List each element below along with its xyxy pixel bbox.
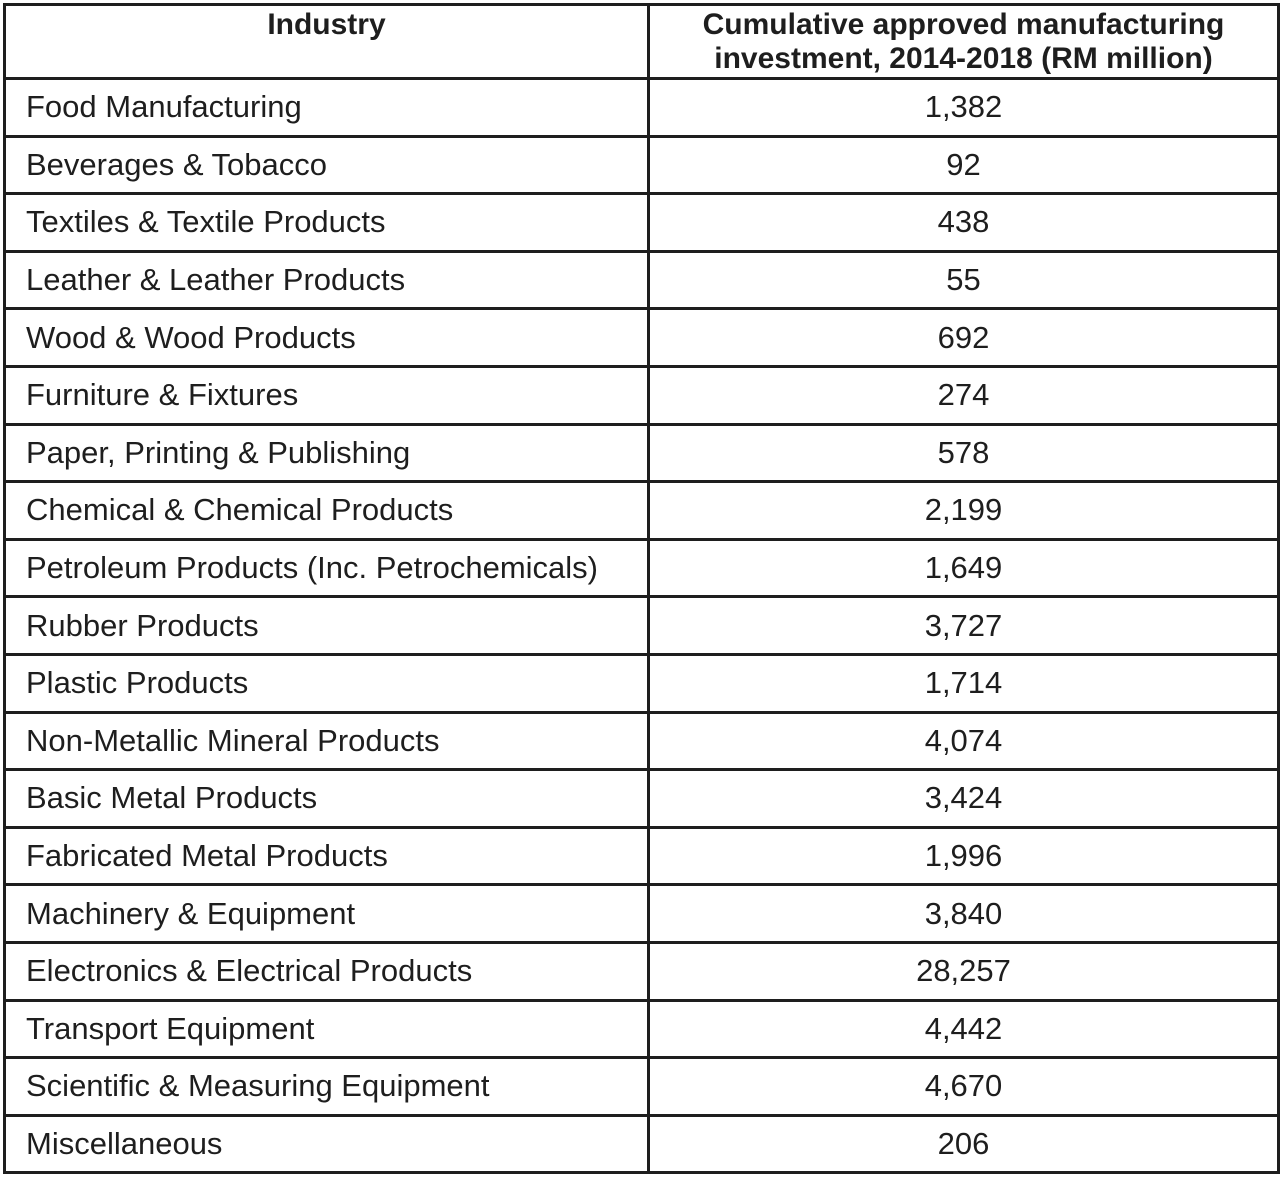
investment-value-cell: 4,442 <box>647 998 1280 1060</box>
table-row: Petroleum Products (Inc. Petrochemicals)… <box>3 537 1280 599</box>
table-row: Wood & Wood Products 692 <box>3 307 1280 368</box>
table-row: Electronics & Electrical Products 28,257 <box>3 940 1280 1002</box>
investment-value-cell: 1,382 <box>647 77 1280 138</box>
investment-value-cell: 55 <box>647 249 1280 311</box>
industry-cell: Electronics & Electrical Products <box>3 940 650 1002</box>
investment-value-cell: 3,424 <box>647 768 1280 829</box>
industry-cell: Leather & Leather Products <box>3 249 650 311</box>
table-row: Miscellaneous 206 <box>3 1113 1280 1175</box>
investment-value-cell: 438 <box>647 192 1280 253</box>
industry-cell: Petroleum Products (Inc. Petrochemicals) <box>3 537 650 599</box>
industry-cell: Machinery & Equipment <box>3 883 650 944</box>
industry-cell: Plastic Products <box>3 652 650 714</box>
table-row: Rubber Products 3,727 <box>3 595 1280 656</box>
table-row: Scientific & Measuring Equipment 4,670 <box>3 1056 1280 1117</box>
industry-cell: Chemical & Chemical Products <box>3 480 650 541</box>
investment-value-cell: 206 <box>647 1113 1280 1175</box>
table-row: Textiles & Textile Products 438 <box>3 192 1280 253</box>
investment-value-cell: 4,670 <box>647 1056 1280 1117</box>
investment-value-cell: 3,727 <box>647 595 1280 656</box>
table-row: Chemical & Chemical Products 2,199 <box>3 480 1280 541</box>
table-row: Non-Metallic Mineral Products 4,074 <box>3 710 1280 772</box>
table-row: Fabricated Metal Products 1,996 <box>3 825 1280 887</box>
investment-value-cell: 578 <box>647 422 1280 484</box>
industry-cell: Textiles & Textile Products <box>3 192 650 253</box>
industry-cell: Food Manufacturing <box>3 77 650 138</box>
table-row: Leather & Leather Products 55 <box>3 249 1280 311</box>
header-industry: Industry <box>3 3 650 80</box>
industry-cell: Rubber Products <box>3 595 650 656</box>
investment-value-cell: 92 <box>647 134 1280 196</box>
industry-cell: Non-Metallic Mineral Products <box>3 710 650 772</box>
industry-cell: Beverages & Tobacco <box>3 134 650 196</box>
industry-cell: Transport Equipment <box>3 998 650 1060</box>
industry-cell: Wood & Wood Products <box>3 307 650 368</box>
table-row: Plastic Products 1,714 <box>3 652 1280 714</box>
table-row: Transport Equipment 4,442 <box>3 998 1280 1060</box>
industry-cell: Scientific & Measuring Equipment <box>3 1056 650 1117</box>
industry-cell: Miscellaneous <box>3 1113 650 1175</box>
table-body: Food Manufacturing 1,382 Beverages & Tobac… <box>3 77 1280 1175</box>
investment-value-cell: 274 <box>647 364 1280 426</box>
investment-table: Industry Cumulative approved manufacturi… <box>3 3 1280 1175</box>
table-row: Basic Metal Products 3,424 <box>3 768 1280 829</box>
table-row: Food Manufacturing 1,382 <box>3 77 1280 138</box>
industry-cell: Paper, Printing & Publishing <box>3 422 650 484</box>
investment-value-cell: 3,840 <box>647 883 1280 944</box>
investment-value-cell: 28,257 <box>647 940 1280 1002</box>
investment-value-cell: 1,649 <box>647 537 1280 599</box>
table-row: Machinery & Equipment 3,840 <box>3 883 1280 944</box>
investment-value-cell: 692 <box>647 307 1280 368</box>
industry-cell: Fabricated Metal Products <box>3 825 650 887</box>
table-row: Beverages & Tobacco 92 <box>3 134 1280 196</box>
header-row: Industry Cumulative approved manufacturi… <box>3 3 1280 80</box>
investment-value-cell: 2,199 <box>647 480 1280 541</box>
investment-value-cell: 1,714 <box>647 652 1280 714</box>
industry-cell: Furniture & Fixtures <box>3 364 650 426</box>
table-row: Furniture & Fixtures 274 <box>3 364 1280 426</box>
investment-value-cell: 1,996 <box>647 825 1280 887</box>
industry-cell: Basic Metal Products <box>3 768 650 829</box>
table-row: Paper, Printing & Publishing 578 <box>3 422 1280 484</box>
investment-value-cell: 4,074 <box>647 710 1280 772</box>
header-investment: Cumulative approved manufacturing invest… <box>647 3 1280 80</box>
